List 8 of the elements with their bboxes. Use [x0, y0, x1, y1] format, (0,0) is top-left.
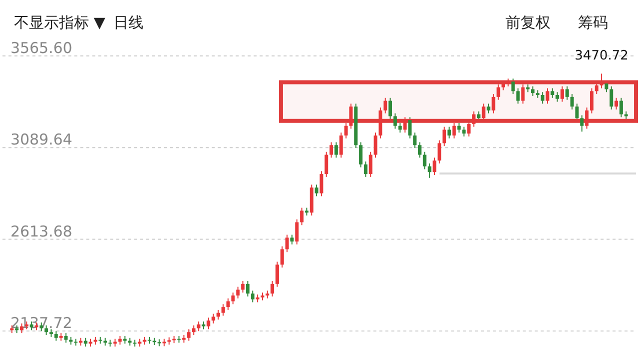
annotation: 3470.72 [574, 48, 628, 64]
annotation: 日线 [114, 13, 144, 32]
annotation: 不显示指标 ▼ [14, 13, 106, 32]
y-tick-label: 2613.68 [10, 222, 72, 240]
annotation: 前复权 [505, 13, 550, 32]
y-tick-label: 3089.64 [10, 130, 72, 149]
annotation: 筹码 [578, 13, 608, 32]
y-tick-label: 3565.60 [10, 38, 72, 57]
